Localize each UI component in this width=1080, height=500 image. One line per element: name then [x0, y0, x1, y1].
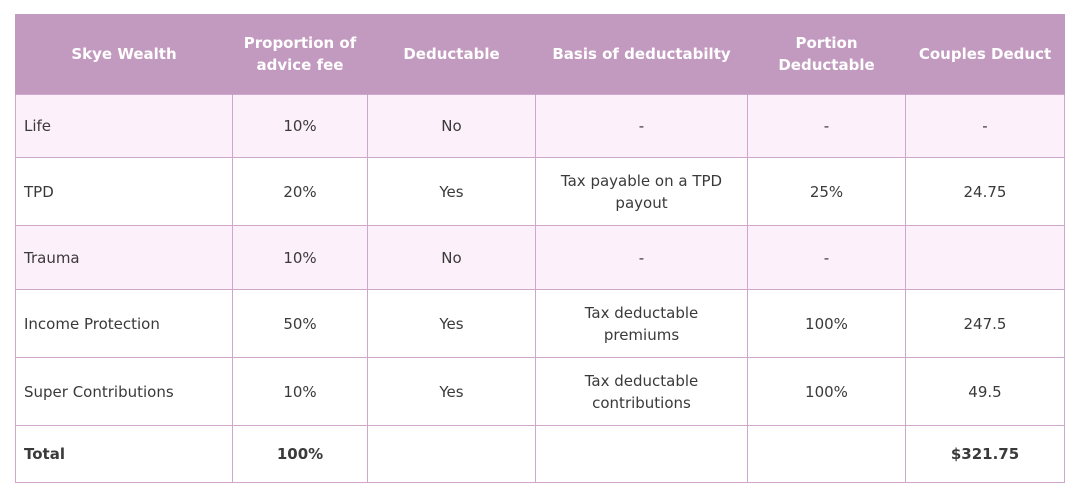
- table-row-trauma: Trauma 10% No - -: [15, 225, 1065, 290]
- total-deductable: [367, 425, 536, 483]
- cell-proportion: 10%: [232, 94, 368, 158]
- table-row-life: Life 10% No - - -: [15, 94, 1065, 158]
- cell-proportion: 50%: [232, 289, 368, 358]
- cell-proportion: 10%: [232, 225, 368, 290]
- cell-portion: 25%: [747, 157, 906, 226]
- total-portion: [747, 425, 906, 483]
- cell-portion: 100%: [747, 289, 906, 358]
- table-row-tpd: TPD 20% Yes Tax payable on a TPD payout …: [15, 157, 1065, 226]
- cell-proportion: 10%: [232, 357, 368, 426]
- cell-deductable: Yes: [367, 157, 536, 226]
- cell-deductable: Yes: [367, 357, 536, 426]
- total-couples: $321.75: [905, 425, 1065, 483]
- cell-name: Trauma: [15, 225, 233, 290]
- cell-basis: -: [535, 94, 748, 158]
- cell-name: TPD: [15, 157, 233, 226]
- cell-portion: -: [747, 225, 906, 290]
- cell-name: Life: [15, 94, 233, 158]
- table-row-total: Total 100% $321.75: [15, 425, 1065, 483]
- total-basis: [535, 425, 748, 483]
- table-row-income-protection: Income Protection 50% Yes Tax deductable…: [15, 289, 1065, 358]
- cell-basis: -: [535, 225, 748, 290]
- cell-couples: 49.5: [905, 357, 1065, 426]
- cell-deductable: Yes: [367, 289, 536, 358]
- cell-basis: Tax payable on a TPD payout: [535, 157, 748, 226]
- advice-fee-deductibility-table: Skye Wealth Proportion of advice fee Ded…: [15, 14, 1065, 483]
- cell-deductable: No: [367, 225, 536, 290]
- total-label: Total: [15, 425, 233, 483]
- cell-name: Income Protection: [15, 289, 233, 358]
- cell-couples: -: [905, 94, 1065, 158]
- header-deductable: Deductable: [367, 14, 536, 95]
- table-header-row: Skye Wealth Proportion of advice fee Ded…: [15, 14, 1065, 95]
- cell-proportion: 20%: [232, 157, 368, 226]
- cell-couples: 247.5: [905, 289, 1065, 358]
- cell-couples: 24.75: [905, 157, 1065, 226]
- cell-portion: 100%: [747, 357, 906, 426]
- table-row-super-contributions: Super Contributions 10% Yes Tax deductab…: [15, 357, 1065, 426]
- header-couples-deduct: Couples Deduct: [905, 14, 1065, 95]
- cell-basis: Tax deductable contributions: [535, 357, 748, 426]
- cell-portion: -: [747, 94, 906, 158]
- header-portion: Portion Deductable: [747, 14, 906, 95]
- header-proportion: Proportion of advice fee: [232, 14, 368, 95]
- cell-deductable: No: [367, 94, 536, 158]
- header-skye-wealth: Skye Wealth: [15, 14, 233, 95]
- cell-couples: [905, 225, 1065, 290]
- header-basis: Basis of deductabilty: [535, 14, 748, 95]
- cell-name: Super Contributions: [15, 357, 233, 426]
- total-proportion: 100%: [232, 425, 368, 483]
- cell-basis: Tax deductable premiums: [535, 289, 748, 358]
- advice-fee-table-container: Skye Wealth Proportion of advice fee Ded…: [15, 14, 1065, 483]
